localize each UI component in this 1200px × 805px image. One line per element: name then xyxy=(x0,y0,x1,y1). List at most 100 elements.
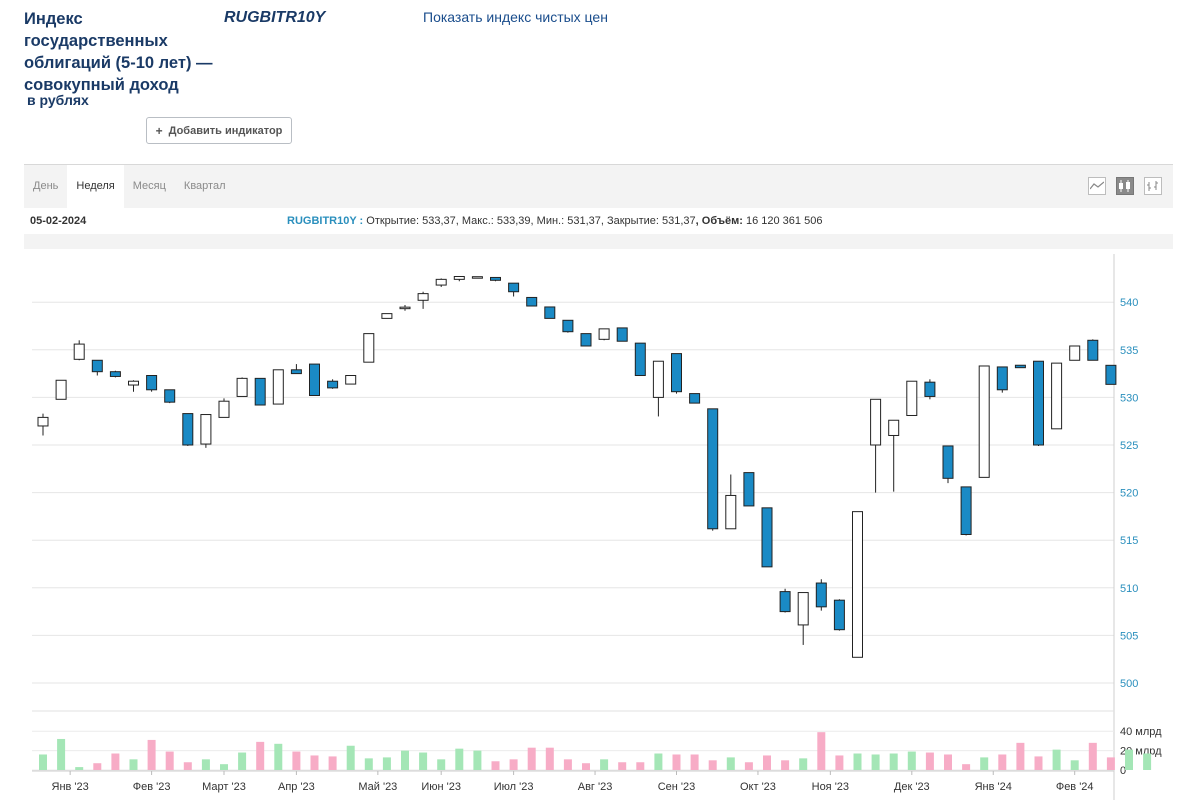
candle-body xyxy=(471,276,483,279)
candle-body xyxy=(55,379,67,400)
add-indicator-label: Добавить индикатор xyxy=(168,124,283,137)
candle-body xyxy=(1087,339,1099,361)
price-axis-label: 510 xyxy=(1120,583,1138,595)
volume-bar xyxy=(1016,742,1025,770)
candle-body xyxy=(417,293,429,301)
volume-bar xyxy=(419,752,428,770)
volume-bar xyxy=(183,762,192,770)
candle-body xyxy=(707,408,719,530)
x-axis-label: Янв '23 xyxy=(52,781,89,793)
low-value: 531,37 xyxy=(567,215,601,227)
volume-bar xyxy=(871,754,880,770)
volume-label: , Объём: xyxy=(695,215,746,227)
volume-bar xyxy=(491,761,500,770)
close-value: 531,37 xyxy=(662,215,696,227)
x-axis-label: Авг '23 xyxy=(578,781,613,793)
add-indicator-button[interactable]: + Добавить индикатор xyxy=(146,117,292,144)
candle-body xyxy=(236,377,248,397)
candle-body xyxy=(652,360,664,398)
x-axis-label: Янв '24 xyxy=(975,781,1012,793)
candle-body xyxy=(381,313,393,319)
volume-bar xyxy=(75,767,84,770)
volume-axis-label: 40 млрд xyxy=(1120,726,1162,738)
candle-body xyxy=(254,377,266,406)
x-axis-label: Фев '24 xyxy=(1056,781,1094,793)
plus-icon: + xyxy=(155,123,163,138)
volume-bar xyxy=(292,751,301,770)
period-tabs: День Неделя Месяц Квартал xyxy=(24,165,235,208)
volume-bar xyxy=(563,759,572,770)
volume-bar xyxy=(1070,760,1079,770)
x-axis-label: Июл '23 xyxy=(494,781,534,793)
candle-body xyxy=(327,380,339,389)
close-label: , Закрытие: xyxy=(600,215,662,227)
high-value: 533,39 xyxy=(496,215,531,227)
candle-body xyxy=(399,306,411,310)
volume-bar xyxy=(1143,753,1152,770)
candle-body xyxy=(164,389,176,403)
volume-bar xyxy=(1034,756,1043,770)
volume-bar xyxy=(672,754,681,770)
volume-bar xyxy=(582,763,590,770)
open-value: 533,37 xyxy=(422,215,456,227)
volume-bar xyxy=(980,757,989,770)
clean-price-index-link[interactable]: Показать индекс чистых цен xyxy=(423,9,608,25)
candle-body xyxy=(779,591,791,613)
x-axis-label: Сен '23 xyxy=(658,781,696,793)
candle-body xyxy=(272,369,284,405)
candle-body xyxy=(996,366,1008,391)
candle-body xyxy=(309,363,320,396)
volume-bar xyxy=(364,758,373,770)
candle-body xyxy=(960,486,972,535)
price-axis-label: 500 xyxy=(1120,678,1138,690)
line-chart-icon[interactable] xyxy=(1088,177,1106,195)
candle-body xyxy=(978,365,990,478)
candle-body xyxy=(562,319,574,333)
tab-quarter[interactable]: Квартал xyxy=(183,180,226,192)
tab-day[interactable]: День xyxy=(33,180,59,192)
x-axis-label: Апр '23 xyxy=(278,781,315,793)
candle-body xyxy=(815,582,827,608)
chart-area[interactable]: 500 505 510 515 520 525 530 535 540 0 20 млрд 40 мл… xyxy=(24,249,1173,800)
candle-body xyxy=(852,511,863,658)
ohlc-readout: RUGBITR10Y : Открытие: 533,37, Макс.: 53… xyxy=(287,215,822,227)
volume-bar xyxy=(1052,749,1061,770)
candle-body xyxy=(290,369,302,375)
price-axis-label: 540 xyxy=(1120,297,1138,309)
volume-bar xyxy=(111,753,120,770)
readout-sep: : xyxy=(356,215,367,227)
candle-body xyxy=(73,343,85,360)
candle-body xyxy=(109,371,121,377)
selected-date: 05-02-2024 xyxy=(30,215,87,227)
candle-body xyxy=(218,400,230,418)
candle-body xyxy=(182,413,194,446)
volume-bar xyxy=(817,732,826,770)
volume-bar xyxy=(147,739,156,770)
candle-body xyxy=(1105,364,1117,385)
chart-type-switcher xyxy=(1088,177,1162,195)
volume-bar xyxy=(1125,749,1133,770)
candlestick-icon[interactable] xyxy=(1116,177,1134,195)
chart-panel: День Неделя Месяц Квартал 05-02-2024 RUG… xyxy=(24,164,1173,800)
candle-body xyxy=(906,380,918,416)
open-label: Открытие: xyxy=(366,215,423,227)
tab-month[interactable]: Месяц xyxy=(132,180,166,192)
volume-bar xyxy=(129,759,138,770)
candle-body xyxy=(634,342,646,377)
volume-bar xyxy=(1088,742,1097,770)
volume-bar xyxy=(220,764,228,770)
volume-bar xyxy=(473,750,482,770)
candle-body xyxy=(924,381,936,397)
volume-bar xyxy=(274,743,283,770)
x-axis-label: Дек '23 xyxy=(894,781,930,793)
candle-body xyxy=(508,282,520,293)
candle-body xyxy=(833,599,845,631)
tab-week[interactable]: Неделя xyxy=(67,165,124,208)
ohlc-bars-icon[interactable] xyxy=(1144,177,1162,195)
low-label: , Мин.: xyxy=(530,215,568,227)
high-label: , Макс.: xyxy=(455,215,497,227)
price-axis-label: 530 xyxy=(1120,392,1138,404)
candle-body xyxy=(725,494,737,530)
price-axis-label: 525 xyxy=(1120,440,1138,452)
